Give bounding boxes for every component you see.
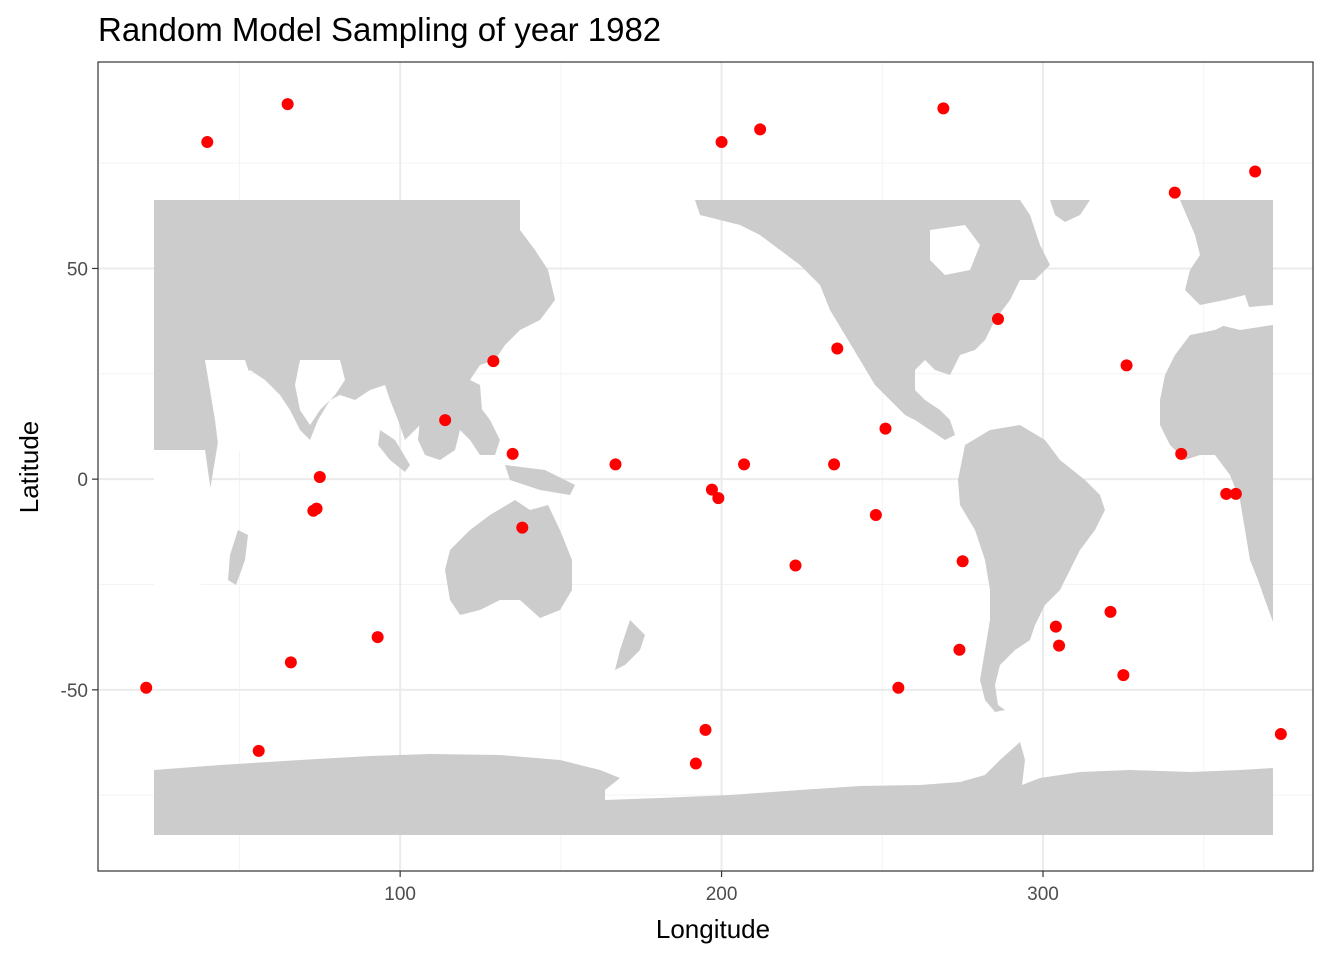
water-mediterranean — [1215, 305, 1273, 330]
sample-point — [439, 414, 452, 427]
water-arabian-bay — [205, 360, 255, 470]
x-axis: 100 200 300 — [384, 871, 1059, 905]
land-eurasia — [154, 200, 555, 620]
sample-point — [201, 136, 214, 149]
sample-point — [831, 342, 844, 355]
y-tick-label: -50 — [61, 681, 88, 702]
water-indian-ocean-west — [154, 450, 215, 622]
y-tick-label: 50 — [67, 259, 88, 280]
land-europe-africa-east — [1160, 200, 1273, 622]
land-borneo — [418, 415, 460, 460]
sample-point — [506, 447, 519, 460]
water-bay-of-bengal — [295, 360, 345, 425]
land-new-guinea — [505, 465, 575, 495]
sample-point — [1104, 605, 1117, 618]
sample-point — [1168, 186, 1181, 199]
x-tick-label: 200 — [706, 884, 738, 905]
sample-point — [313, 471, 326, 484]
sample-point — [516, 521, 529, 534]
sample-point — [284, 656, 297, 669]
water-hudson-bay — [930, 225, 980, 275]
land-new-zealand — [615, 620, 645, 670]
land-south-america — [958, 425, 1105, 712]
sample-point — [789, 559, 802, 572]
plot-panel-background — [98, 62, 1313, 871]
land-sumatra — [378, 430, 410, 472]
sample-point — [754, 123, 767, 136]
x-axis-title: Longitude — [656, 914, 770, 944]
sample-point — [712, 492, 725, 505]
sample-point — [937, 102, 950, 115]
land-japan — [495, 265, 532, 335]
sample-point — [956, 555, 969, 568]
sample-point — [738, 458, 751, 471]
sample-point — [140, 681, 153, 694]
sample-point — [892, 681, 905, 694]
sample-point — [689, 757, 702, 770]
sample-point — [1229, 487, 1242, 500]
chart-title: Random Model Sampling of year 1982 — [98, 11, 661, 48]
land-philippines — [468, 380, 482, 425]
sample-points — [140, 98, 1287, 770]
sample-point — [281, 98, 294, 111]
sample-point — [371, 631, 384, 644]
y-axis-title: Latitude — [14, 421, 44, 514]
sample-point — [1117, 669, 1130, 682]
sample-point — [869, 508, 882, 521]
sample-point — [1049, 620, 1062, 633]
sample-point — [307, 504, 320, 517]
world-landmass — [154, 200, 1273, 835]
sample-point — [1220, 487, 1233, 500]
sample-point — [1120, 359, 1133, 372]
sample-point — [705, 483, 718, 496]
sample-point — [252, 744, 265, 757]
sample-point — [953, 643, 966, 656]
land-greenland — [1050, 200, 1090, 222]
sample-point — [487, 355, 500, 368]
sample-point — [715, 136, 728, 149]
sample-point — [609, 458, 622, 471]
sample-point — [1053, 639, 1066, 652]
land-madagascar — [228, 530, 248, 585]
y-tick-label: 0 — [77, 470, 88, 491]
sample-point — [992, 313, 1004, 326]
x-tick-label: 300 — [1027, 884, 1059, 905]
sample-point — [828, 458, 841, 471]
sample-point — [1175, 447, 1188, 460]
land-australia — [445, 500, 572, 618]
sample-point — [879, 422, 892, 435]
land-antarctica — [154, 742, 1273, 835]
plot-panel-border — [97, 61, 1314, 872]
y-axis: -50 0 50 — [61, 259, 98, 702]
sample-point — [1274, 728, 1287, 741]
sample-point — [1249, 165, 1262, 178]
sample-point — [699, 723, 712, 736]
x-tick-label: 100 — [384, 884, 416, 905]
